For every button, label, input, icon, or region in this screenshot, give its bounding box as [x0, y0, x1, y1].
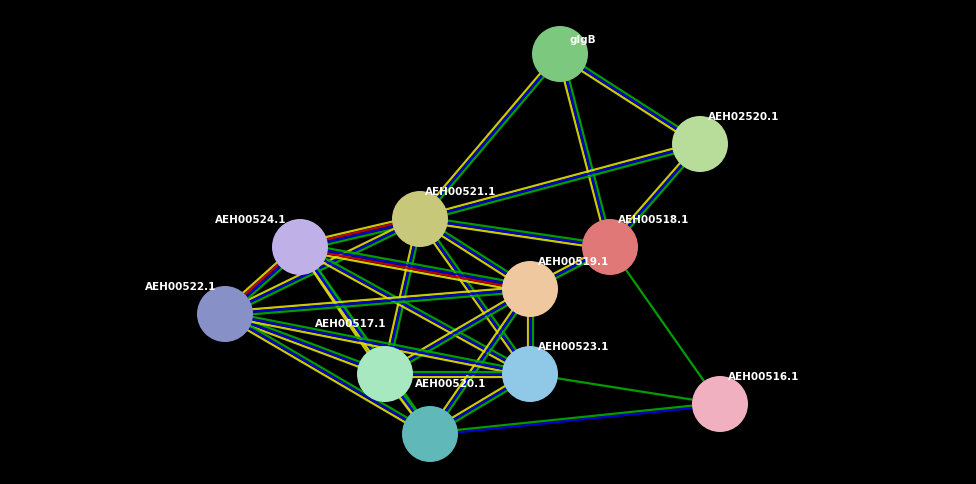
Circle shape [532, 27, 588, 83]
Circle shape [402, 406, 458, 462]
Text: AEH00523.1: AEH00523.1 [538, 341, 609, 351]
Text: AEH00522.1: AEH00522.1 [145, 281, 217, 291]
Circle shape [272, 220, 328, 275]
Text: glgB: glgB [570, 35, 596, 45]
Circle shape [197, 287, 253, 342]
Text: AEH00519.1: AEH00519.1 [538, 257, 609, 267]
Circle shape [582, 220, 638, 275]
Circle shape [357, 346, 413, 402]
Text: AEH00520.1: AEH00520.1 [415, 378, 486, 388]
Circle shape [502, 261, 558, 318]
Circle shape [692, 376, 748, 432]
Text: AEH00517.1: AEH00517.1 [315, 318, 386, 328]
Circle shape [392, 192, 448, 247]
Text: AEH00518.1: AEH00518.1 [618, 214, 689, 225]
Text: AEH00521.1: AEH00521.1 [425, 187, 497, 197]
Text: AEH00516.1: AEH00516.1 [728, 371, 799, 381]
Circle shape [502, 346, 558, 402]
Text: AEH00524.1: AEH00524.1 [215, 214, 287, 225]
Circle shape [672, 117, 728, 173]
Text: AEH02520.1: AEH02520.1 [708, 112, 780, 122]
